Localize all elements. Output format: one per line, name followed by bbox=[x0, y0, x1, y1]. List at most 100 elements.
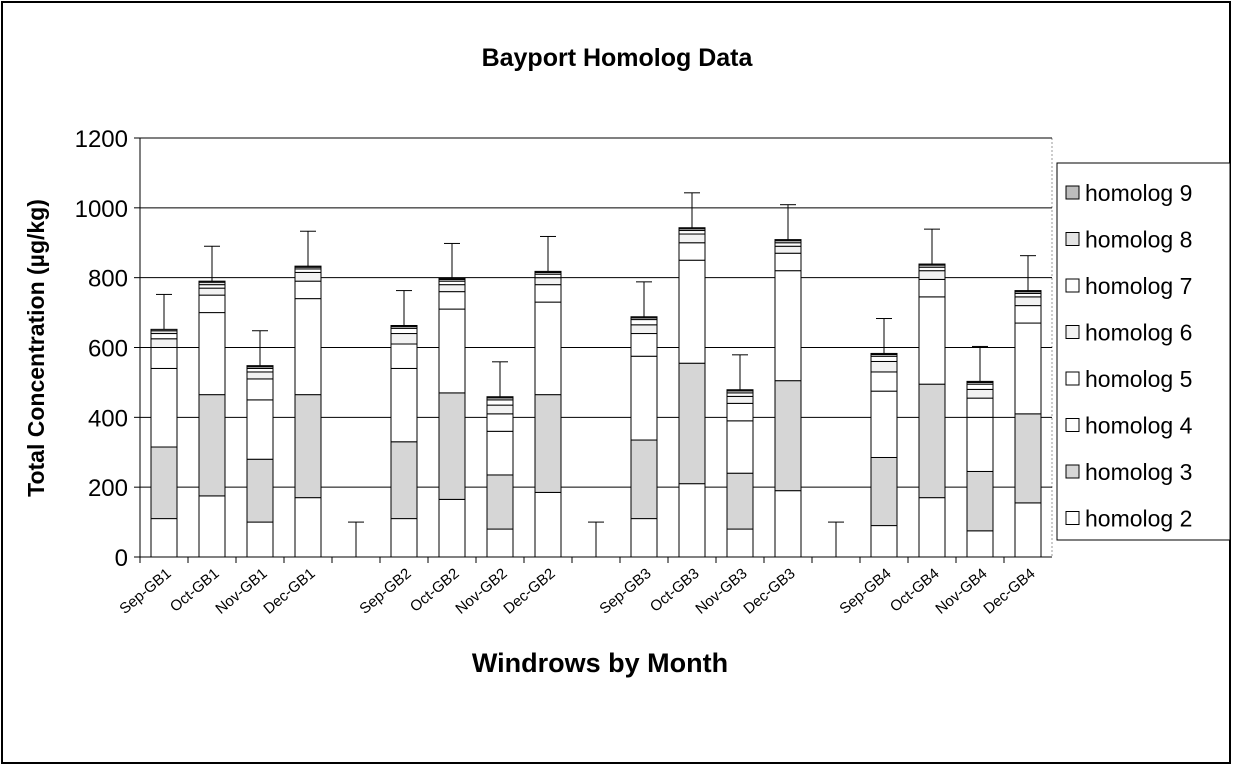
legend-swatch bbox=[1065, 185, 1080, 200]
legend-label: homolog 3 bbox=[1085, 459, 1192, 485]
bar-segment bbox=[150, 446, 178, 520]
bar-segment bbox=[390, 367, 418, 443]
bar-segment bbox=[294, 280, 322, 300]
chart-title: Bayport Homolog Data bbox=[482, 44, 754, 72]
bar-segment bbox=[534, 394, 562, 493]
bar-segment bbox=[966, 397, 994, 418]
bar-segment bbox=[1014, 305, 1042, 324]
bar-segment bbox=[246, 521, 274, 558]
bar-segment bbox=[390, 327, 418, 335]
bar-segment bbox=[774, 380, 802, 492]
bar-segment bbox=[486, 396, 514, 399]
bar-segment bbox=[198, 287, 226, 296]
bar-segment bbox=[438, 291, 466, 310]
bar-segment bbox=[150, 518, 178, 558]
bar-segment bbox=[774, 270, 802, 382]
legend-label: homolog 6 bbox=[1085, 320, 1192, 346]
bar-segment bbox=[918, 296, 946, 385]
bar-segment bbox=[294, 394, 322, 499]
bar-segment bbox=[246, 365, 274, 368]
bar-segment bbox=[870, 355, 898, 362]
legend-swatch bbox=[1065, 232, 1080, 246]
bar-segment bbox=[438, 280, 466, 286]
bar-segment bbox=[246, 371, 274, 380]
bar-segment bbox=[390, 441, 418, 520]
bar-segment bbox=[198, 294, 226, 314]
bar-segment bbox=[534, 491, 562, 558]
y-tick-label: 800 bbox=[88, 266, 128, 293]
bar-segment bbox=[726, 528, 754, 558]
bar-segment bbox=[1014, 292, 1042, 298]
legend bbox=[1056, 162, 1231, 541]
bar-segment bbox=[534, 301, 562, 396]
bar-segment bbox=[774, 490, 802, 558]
bar-segment bbox=[966, 530, 994, 558]
bar-segment bbox=[870, 390, 898, 458]
bar-segment bbox=[534, 273, 562, 279]
bar-segment bbox=[630, 355, 658, 441]
bar-segment bbox=[294, 268, 322, 273]
y-axis-title: Total Concentration (µg/kg) bbox=[23, 199, 49, 497]
bar-segment bbox=[630, 518, 658, 558]
bar-segment bbox=[726, 395, 754, 404]
legend-label: homolog 2 bbox=[1085, 506, 1192, 532]
bar-segment bbox=[390, 343, 418, 369]
bar-segment bbox=[150, 347, 178, 369]
bar-segment bbox=[918, 383, 946, 499]
bar-segment bbox=[486, 399, 514, 406]
bar-segment bbox=[198, 312, 226, 396]
bar-segment bbox=[486, 430, 514, 476]
bar-segment bbox=[150, 367, 178, 448]
bar-segment bbox=[294, 497, 322, 558]
bar-segment bbox=[630, 439, 658, 520]
bar-segment bbox=[678, 230, 706, 235]
x-axis-title: Windrows by Month bbox=[472, 648, 728, 678]
y-tick-label: 1000 bbox=[75, 196, 128, 223]
bar-segment bbox=[678, 227, 706, 230]
legend-swatch bbox=[1065, 464, 1080, 479]
bar-segment bbox=[630, 316, 658, 319]
legend-swatch bbox=[1065, 371, 1080, 386]
bar-segment bbox=[966, 383, 994, 390]
bar-segment bbox=[486, 413, 514, 432]
y-tick-label: 600 bbox=[88, 336, 128, 363]
bar-segment bbox=[678, 259, 706, 364]
bar-segment bbox=[486, 404, 514, 415]
bar-segment bbox=[726, 420, 754, 474]
legend-swatch bbox=[1065, 511, 1080, 525]
bar-segment bbox=[918, 278, 946, 298]
bar-segment bbox=[918, 263, 946, 266]
bar-segment bbox=[726, 402, 754, 422]
bar-segment bbox=[150, 333, 178, 340]
legend-label: homolog 9 bbox=[1085, 180, 1192, 206]
bar-segment bbox=[198, 394, 226, 497]
legend-swatch bbox=[1065, 278, 1080, 293]
bar-segment bbox=[198, 284, 226, 289]
bar-segment bbox=[246, 367, 274, 373]
bar-segment bbox=[390, 333, 418, 345]
bar-segment bbox=[1014, 502, 1042, 558]
bar-segment bbox=[438, 498, 466, 558]
bar-segment bbox=[438, 277, 466, 280]
bar-segment bbox=[486, 474, 514, 530]
bar-segment bbox=[1014, 290, 1042, 293]
bar-segment bbox=[1014, 296, 1042, 307]
bar-segment bbox=[294, 271, 322, 282]
bar-segment bbox=[870, 360, 898, 373]
bar-segment bbox=[1014, 413, 1042, 504]
bar-segment bbox=[726, 392, 754, 397]
bar-segment bbox=[630, 333, 658, 357]
bar-segment bbox=[966, 416, 994, 472]
bar-segment bbox=[870, 371, 898, 392]
bar-segment bbox=[870, 352, 898, 355]
bar-segment bbox=[774, 245, 802, 254]
bar-segment bbox=[678, 242, 706, 261]
legend-swatch bbox=[1065, 325, 1080, 339]
y-tick-label: 400 bbox=[88, 405, 128, 432]
bar-segment bbox=[198, 280, 226, 283]
legend-label: homolog 5 bbox=[1085, 366, 1192, 392]
bar-segment bbox=[294, 298, 322, 396]
bar-segment bbox=[630, 324, 658, 335]
y-tick-label: 1200 bbox=[75, 126, 128, 153]
